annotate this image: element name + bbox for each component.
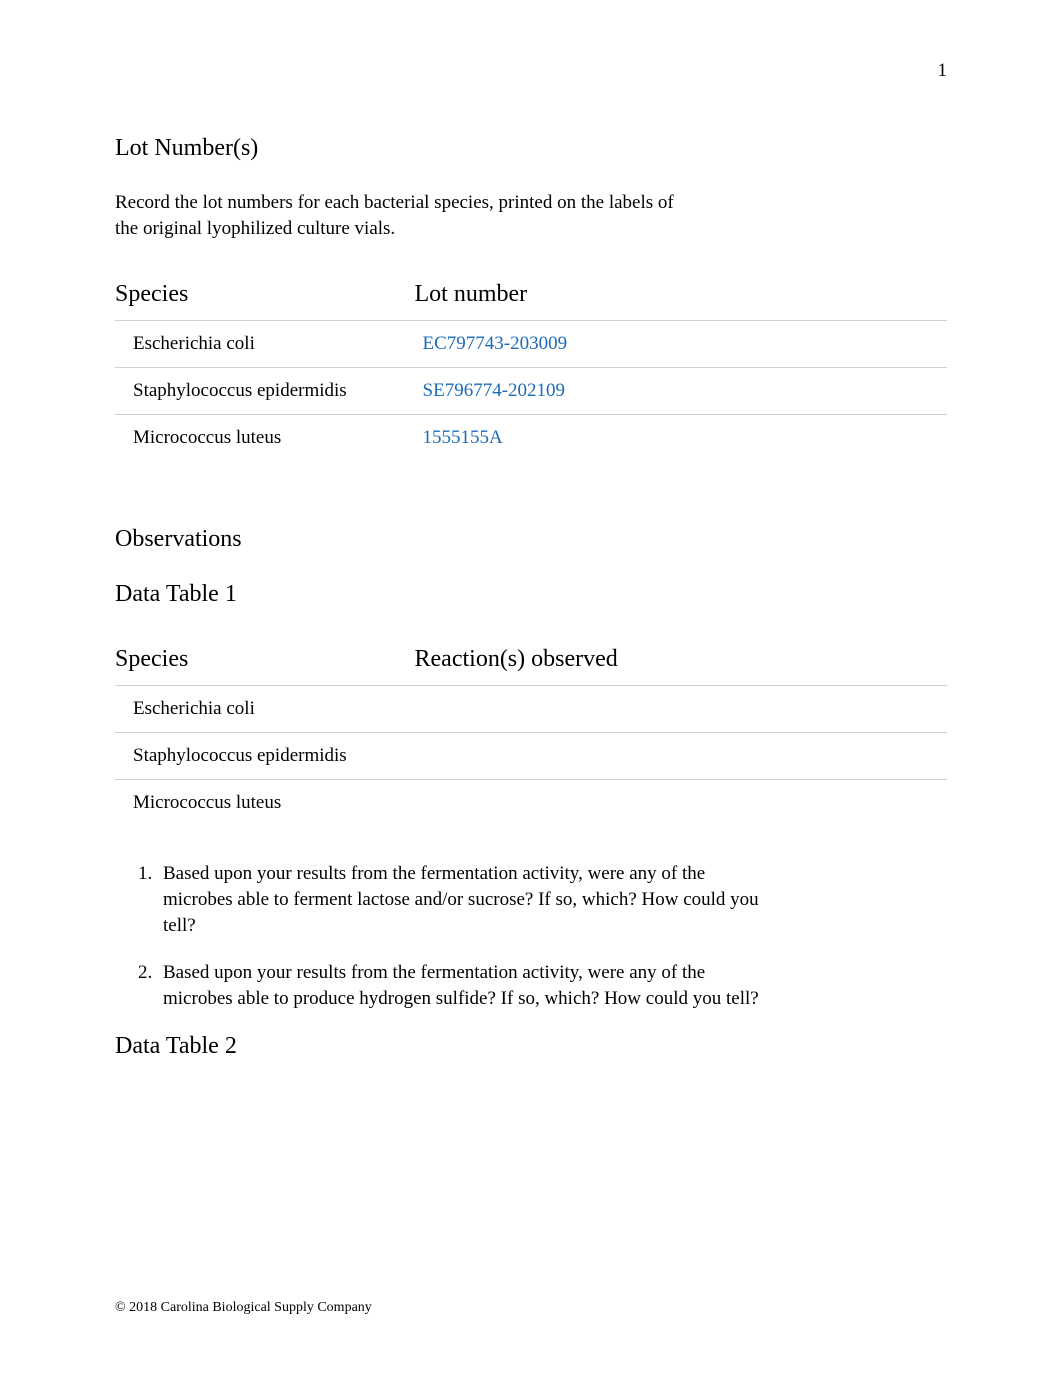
lot-number-header: Lot number — [415, 273, 947, 321]
question-item: Based upon your results from the ferment… — [157, 960, 777, 1011]
species-cell: Escherichia coli — [115, 686, 415, 733]
species-cell: Staphylococcus epidermidis — [115, 733, 415, 780]
table-row: Staphylococcus epidermidis — [115, 733, 947, 780]
lot-numbers-table: Species Lot number Escherichia coli EC79… — [115, 273, 947, 461]
reaction-cell — [415, 686, 947, 733]
lot-cell: SE796774-202109 — [415, 368, 947, 415]
species-cell: Micrococcus luteus — [115, 780, 415, 827]
species-header: Species — [115, 638, 415, 686]
copyright-footer: © 2018 Carolina Biological Supply Compan… — [115, 1300, 372, 1316]
species-cell: Staphylococcus epidermidis — [115, 368, 415, 415]
reaction-cell — [415, 780, 947, 827]
table-row: Escherichia coli EC797743-203009 — [115, 321, 947, 368]
species-cell: Escherichia coli — [115, 321, 415, 368]
questions-list: Based upon your results from the ferment… — [139, 861, 947, 1011]
reaction-cell — [415, 733, 947, 780]
observations-heading: Observations — [115, 526, 947, 553]
table-row: Micrococcus luteus 1555155A — [115, 415, 947, 462]
species-cell: Micrococcus luteus — [115, 415, 415, 462]
question-item: Based upon your results from the ferment… — [157, 861, 777, 938]
page-number: 1 — [938, 60, 948, 82]
lot-cell: 1555155A — [415, 415, 947, 462]
species-header: Species — [115, 273, 415, 321]
lot-numbers-intro: Record the lot numbers for each bacteria… — [115, 190, 675, 241]
table-row: Escherichia coli — [115, 686, 947, 733]
reactions-header: Reaction(s) observed — [415, 638, 947, 686]
lot-cell: EC797743-203009 — [415, 321, 947, 368]
data-table-1-heading: Data Table 1 — [115, 581, 947, 608]
lot-numbers-heading: Lot Number(s) — [115, 135, 947, 162]
table-row: Staphylococcus epidermidis SE796774-2021… — [115, 368, 947, 415]
observations-table: Species Reaction(s) observed Escherichia… — [115, 638, 947, 826]
table-row: Micrococcus luteus — [115, 780, 947, 827]
data-table-2-heading: Data Table 2 — [115, 1033, 947, 1060]
